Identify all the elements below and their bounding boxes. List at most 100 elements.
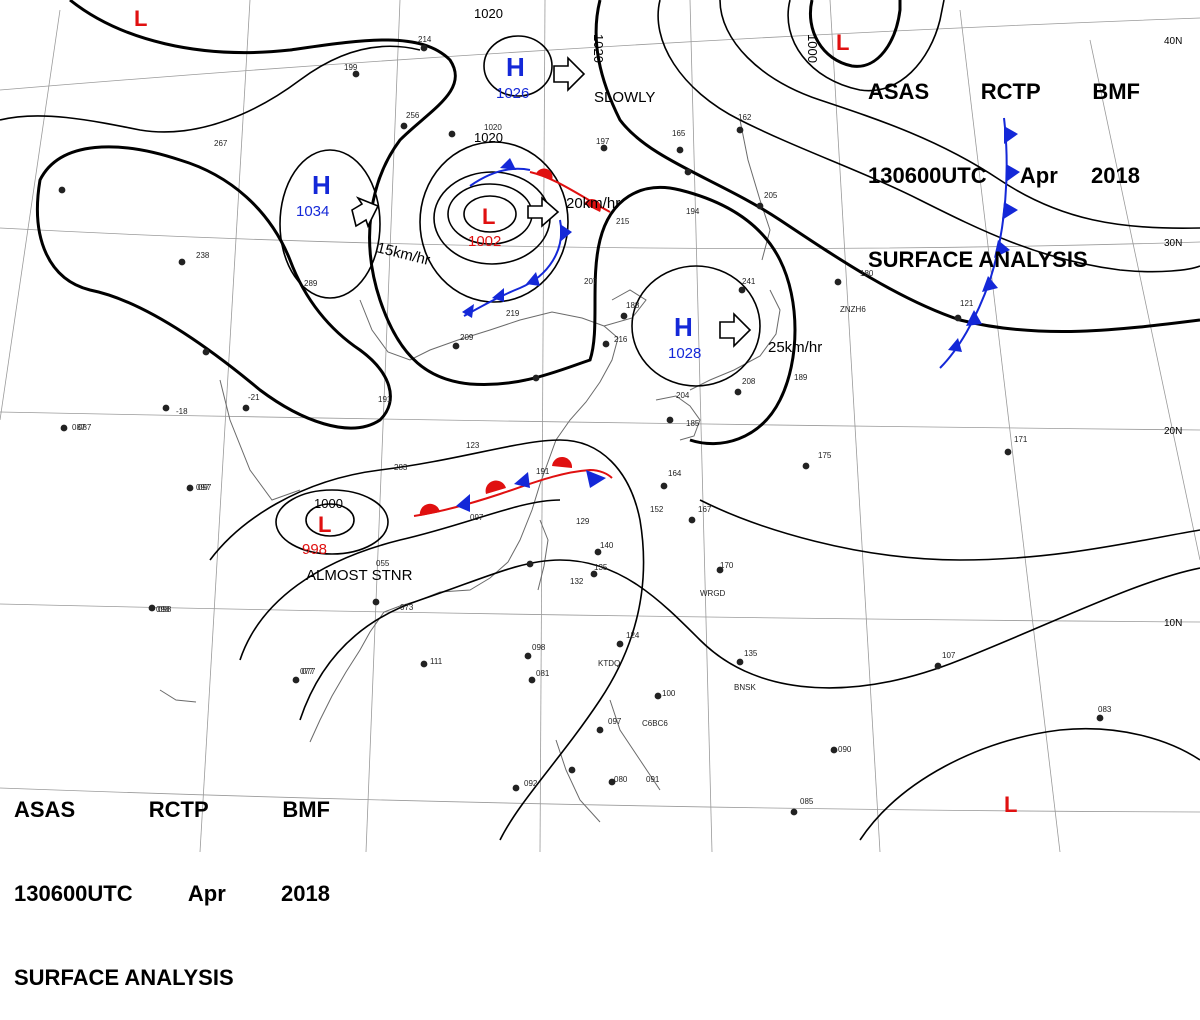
svg-text:216: 216 xyxy=(614,335,628,344)
high-center-pressure: 1034 xyxy=(296,203,329,220)
svg-text:189: 189 xyxy=(794,373,808,382)
isobar-low-998-inner xyxy=(305,503,355,537)
svg-text:1020: 1020 xyxy=(484,123,502,132)
station-id: ZNZH6 xyxy=(840,305,866,314)
station-ids: WRGD KTDQ BNSK C6BC6 ZNZH6 087 097 098 0… xyxy=(78,305,866,728)
svg-text:135: 135 xyxy=(744,649,758,658)
isobar-1020-bold xyxy=(69,0,797,446)
svg-text:191: 191 xyxy=(378,395,392,404)
chart-header-top: ASAS RCTP BMF 130600UTC Apr 2018 SURFACE… xyxy=(868,22,1140,302)
svg-text:167: 167 xyxy=(698,505,712,514)
svg-text:289: 289 xyxy=(304,279,318,288)
isobar-low-998-2 xyxy=(275,489,389,555)
station-id: 087 xyxy=(78,423,92,432)
cold-front-low-1002 xyxy=(463,219,563,317)
svg-text:215: 215 xyxy=(616,217,630,226)
lat-30n: 30N xyxy=(1164,238,1182,249)
svg-text:180: 180 xyxy=(860,269,874,278)
header-station: RCTP xyxy=(980,79,1041,104)
svg-text:092: 092 xyxy=(524,779,538,788)
svg-text:208: 208 xyxy=(742,377,756,386)
svg-text:097: 097 xyxy=(608,717,622,726)
latitude-labels: 40N 30N 20N 10N xyxy=(1164,36,1182,629)
arrow-high-1028 xyxy=(719,312,752,348)
svg-text:124: 124 xyxy=(626,631,640,640)
isobars xyxy=(0,0,1200,841)
fronts xyxy=(413,117,1020,517)
svg-text:238: 238 xyxy=(196,251,210,260)
svg-text:097: 097 xyxy=(470,513,484,522)
chart-header-bottom: ASAS RCTP BMF 130600UTC Apr 2018 SURFACE… xyxy=(14,740,330,1020)
isobar-label: 1020 xyxy=(474,6,503,21)
system-movement: ALMOST STNR xyxy=(306,567,413,584)
system-movement: 25km/hr xyxy=(768,339,822,356)
isobar-nw xyxy=(0,45,421,133)
movement-arrows xyxy=(351,56,752,348)
svg-text:-18: -18 xyxy=(176,407,188,416)
system-movement: SLOWLY xyxy=(594,89,655,106)
header-station: RCTP xyxy=(148,797,209,822)
isobar-high-1026 xyxy=(483,35,553,97)
high-center-pressure: 1026 xyxy=(496,85,529,102)
svg-text:080: 080 xyxy=(614,775,628,784)
svg-text:197: 197 xyxy=(596,137,610,146)
svg-text:123: 123 xyxy=(466,441,480,450)
svg-text:207: 207 xyxy=(584,277,598,286)
header-title: SURFACE ANALYSIS xyxy=(14,965,234,990)
high-center-pressure: 1028 xyxy=(668,345,701,362)
header-product: ASAS xyxy=(868,79,930,104)
svg-text:121: 121 xyxy=(960,299,974,308)
low-center-pressure: 1002 xyxy=(468,233,501,250)
header-product: ASAS xyxy=(14,797,76,822)
graticule xyxy=(0,0,1200,852)
svg-text:164: 164 xyxy=(668,469,682,478)
isobar-low-1002-inner xyxy=(463,195,517,233)
isobar-ne-3 xyxy=(719,0,1200,230)
svg-text:083: 083 xyxy=(1098,705,1112,714)
arrow-low-1002 xyxy=(527,196,560,228)
svg-text:-21: -21 xyxy=(248,393,260,402)
lat-20n: 20N xyxy=(1164,426,1182,437)
svg-text:097: 097 xyxy=(196,483,210,492)
station-id: C6BC6 xyxy=(642,719,668,728)
isobar-south-1 xyxy=(209,439,645,841)
svg-text:077: 077 xyxy=(300,667,314,676)
svg-text:081: 081 xyxy=(536,669,550,678)
system-movement: 20km/hr xyxy=(566,195,620,212)
svg-text:191: 191 xyxy=(536,467,550,476)
svg-text:107: 107 xyxy=(942,651,956,660)
svg-text:188: 188 xyxy=(626,301,640,310)
svg-text:256: 256 xyxy=(406,111,420,120)
isobar-ne-low-1 xyxy=(787,0,945,92)
low-center-marker: L xyxy=(134,6,147,31)
header-title: SURFACE ANALYSIS xyxy=(868,247,1088,272)
isobar-south-2 xyxy=(239,499,561,661)
svg-text:219: 219 xyxy=(506,309,520,318)
isobar-label: 1000 xyxy=(805,34,820,63)
low-center-marker: L xyxy=(1004,792,1017,817)
svg-text:171: 171 xyxy=(1014,435,1028,444)
svg-text:129: 129 xyxy=(576,517,590,526)
station-id: 097 xyxy=(198,483,212,492)
isobar-ne-1 xyxy=(594,0,1200,334)
isobar-ne-2 xyxy=(657,0,1200,273)
arrow-high-1034 xyxy=(351,196,380,229)
svg-text:140: 140 xyxy=(600,541,614,550)
svg-text:199: 199 xyxy=(344,63,358,72)
high-center-marker: H xyxy=(506,52,525,82)
isobar-far-se xyxy=(859,727,1200,841)
svg-text:214: 214 xyxy=(418,35,432,44)
lat-40n: 40N xyxy=(1164,36,1182,47)
header-month: Apr xyxy=(187,881,226,906)
station-plots xyxy=(58,44,1104,816)
svg-text:132: 132 xyxy=(570,577,584,586)
low-center-marker: L xyxy=(836,30,849,55)
svg-text:204: 204 xyxy=(676,391,690,400)
svg-text:091: 091 xyxy=(646,775,660,784)
svg-text:090: 090 xyxy=(838,745,852,754)
isobar-high-1034 xyxy=(279,149,381,299)
svg-text:209: 209 xyxy=(460,333,474,342)
low-center-marker: L xyxy=(482,204,495,229)
svg-text:205: 205 xyxy=(764,191,778,200)
high-center-marker: H xyxy=(312,170,331,200)
